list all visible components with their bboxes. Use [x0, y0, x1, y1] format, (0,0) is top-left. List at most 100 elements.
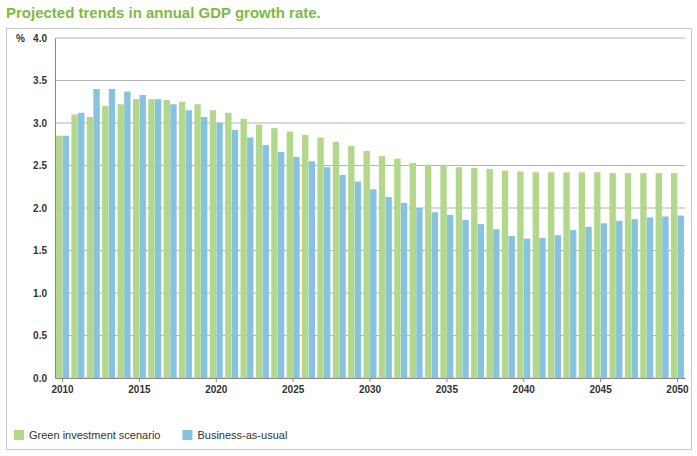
bar — [570, 230, 576, 378]
tick-mark — [139, 378, 140, 382]
bar — [440, 166, 446, 379]
tick-label: 2045 — [589, 384, 612, 395]
tick: 2025 — [282, 378, 305, 395]
tick-label: 0.0 — [33, 373, 47, 384]
bar — [201, 117, 207, 378]
tick-mark — [216, 378, 217, 382]
bar — [416, 208, 422, 378]
bar — [640, 173, 646, 378]
bar — [631, 219, 637, 378]
bar — [432, 212, 438, 378]
bar — [148, 99, 154, 378]
bar — [533, 172, 539, 378]
legend: Green investment scenario Business-as-usu… — [14, 429, 287, 441]
tick-label: 2030 — [359, 384, 382, 395]
tick-label: 0.5 — [33, 330, 47, 341]
bar — [278, 152, 284, 378]
bar — [601, 223, 607, 378]
tick-label: 3.0 — [33, 118, 47, 129]
bar — [493, 229, 499, 378]
bar — [317, 137, 323, 378]
bar — [241, 119, 247, 378]
bar — [678, 216, 684, 378]
bar — [333, 142, 339, 378]
bar — [585, 227, 591, 378]
bar — [386, 197, 392, 378]
tick-label: 2025 — [282, 384, 305, 395]
tick: 1.0 — [33, 288, 55, 299]
bar — [579, 172, 585, 378]
tick-label: 2050 — [666, 384, 689, 395]
tick: 2.0 — [33, 203, 55, 214]
bar — [170, 104, 176, 378]
bar — [287, 132, 293, 379]
tick: 2.5 — [33, 160, 55, 171]
axis-line — [55, 39, 56, 379]
tick-label: 4.0 — [33, 33, 47, 44]
tick: 2030 — [359, 378, 382, 395]
tick-label: 1.5 — [33, 245, 47, 256]
tick: 3.0 — [33, 118, 55, 129]
bar — [671, 173, 677, 378]
tick-mark — [677, 378, 678, 382]
bar-series — [63, 89, 684, 378]
bar — [232, 130, 238, 378]
tick-label: 2035 — [436, 384, 459, 395]
bar — [548, 172, 554, 378]
tick-label: 3.5 — [33, 75, 47, 86]
bar — [625, 173, 631, 378]
bar — [256, 125, 262, 378]
bar — [210, 110, 216, 378]
bar — [118, 104, 124, 378]
tick: 3.5 — [33, 75, 55, 86]
tick: 2050 — [666, 378, 689, 395]
bar — [194, 104, 200, 378]
bar — [93, 89, 99, 378]
tick: 4.0 — [33, 33, 55, 44]
tick-mark — [523, 378, 524, 382]
bar — [662, 217, 668, 379]
legend-item: Business-as-usual — [182, 429, 287, 441]
tick-mark — [370, 378, 371, 382]
tick: 2015 — [128, 378, 151, 395]
title: Projected trends in annual GDP growth ra… — [6, 4, 321, 21]
bar — [216, 123, 222, 378]
bar — [379, 156, 385, 378]
legend-swatch — [182, 430, 192, 440]
bar — [471, 168, 477, 378]
legend-item: Green investment scenario — [14, 429, 160, 441]
bar — [78, 113, 84, 378]
bar — [302, 135, 308, 378]
tick-label: 2010 — [51, 384, 74, 395]
tick: 2035 — [436, 378, 459, 395]
tick: 2010 — [51, 378, 74, 395]
bar — [247, 137, 253, 378]
bar — [71, 115, 77, 379]
tick-label: 2.5 — [33, 160, 47, 171]
bar — [609, 173, 615, 378]
bar — [486, 169, 492, 378]
bar — [56, 136, 62, 378]
tick-label: 2040 — [513, 384, 536, 395]
bar — [102, 106, 108, 378]
tick: 2045 — [589, 378, 612, 395]
bar — [87, 117, 93, 378]
x-axis: 201020152020202520302035204020452050 — [51, 378, 689, 395]
tick-label: 2.0 — [33, 203, 47, 214]
tick-mark — [62, 378, 63, 382]
bar — [124, 92, 130, 378]
bar — [348, 146, 354, 378]
bar — [447, 215, 453, 378]
grid-line — [55, 38, 685, 39]
bar — [647, 217, 653, 378]
tick-mark — [293, 378, 294, 382]
tick-label: 2015 — [128, 384, 151, 395]
bar — [309, 161, 315, 378]
bar — [539, 238, 545, 378]
bar — [186, 110, 192, 378]
tick-mark — [600, 378, 601, 382]
legend-swatch — [14, 430, 24, 440]
bar — [555, 235, 561, 378]
bar — [394, 159, 400, 378]
tick: 2040 — [513, 378, 536, 395]
